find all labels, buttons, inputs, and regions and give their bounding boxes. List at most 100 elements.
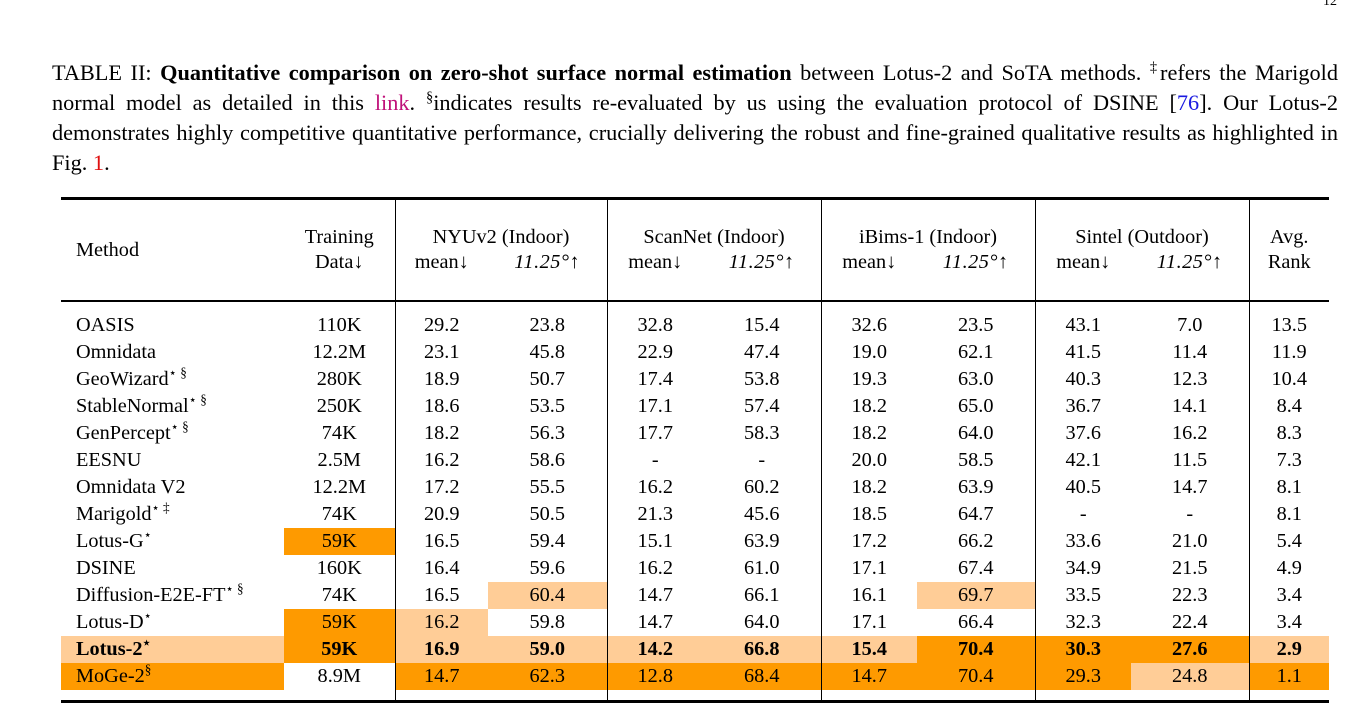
rank-cell: 4.9 (1276, 557, 1302, 579)
metric-cell: 18.6 (424, 395, 460, 417)
metric-cell: 64.7 (917, 501, 1036, 528)
metric-cell: 33.5 (1065, 584, 1102, 606)
table-row: GeoWizard⋆ § 280K 18.9 50.7 17.4 53.8 19.3 63.0… (61, 366, 1329, 393)
metric-cell: 23.1 (424, 341, 460, 363)
method-name: Omnidata V2 (76, 476, 186, 498)
rank-cell: 5.4 (1276, 530, 1302, 552)
page-number: 12 (1323, 0, 1337, 9)
metric-cell: 16.5 (424, 584, 460, 606)
metric-cell: 23.5 (917, 312, 1036, 339)
metric-cell: 16.5 (424, 530, 460, 552)
metric-cell: 45.6 (703, 501, 822, 528)
metric-cell: 14.7 (1131, 474, 1250, 501)
metric-cell: 64.0 (917, 420, 1036, 447)
figure-link[interactable]: 1 (92, 150, 105, 175)
metric-cell: 59.6 (488, 555, 608, 582)
training-data-cell: 110K (284, 312, 396, 339)
table-row: MoGe-2§ 8.9M 14.7 62.3 12.8 68.4 14.7 70.4 29.3 2… (61, 663, 1329, 690)
rank-cell: 1.1 (1249, 663, 1329, 690)
metric-cell: 16.2 (1131, 420, 1250, 447)
metric-cell: 70.4 (917, 636, 1036, 663)
metric-cell: 45.8 (488, 339, 608, 366)
metric-cell: 17.2 (851, 530, 888, 552)
metric-cell: 7.0 (1131, 312, 1250, 339)
rank-cell: 8.1 (1276, 476, 1302, 498)
metric-cell: 27.6 (1131, 636, 1250, 663)
metric-cell: 50.7 (488, 366, 608, 393)
metric-cell: 17.2 (424, 476, 460, 498)
metric-cell: 22.4 (1131, 609, 1250, 636)
metric-cell: 30.3 (1035, 636, 1131, 663)
metric-cell: 66.1 (703, 582, 822, 609)
method-name: Lotus-G (76, 530, 144, 552)
metric-cell: 60.2 (703, 474, 822, 501)
metric-cell: 17.1 (637, 395, 674, 417)
metric-cell: 14.1 (1131, 393, 1250, 420)
table-row: Marigold⋆ ‡ 74K 20.9 50.5 21.3 45.6 18.5 64.7- -… (61, 501, 1329, 528)
training-data-cell: 280K (284, 366, 396, 393)
metric-cell: 18.2 (424, 422, 460, 444)
training-data-cell: 2.5M (284, 447, 396, 474)
method-superscript: ⋆ § (170, 419, 189, 435)
dagger-mark: ‡ (1149, 59, 1161, 76)
metric-cell: 18.5 (851, 503, 888, 525)
training-data-cell: 74K (284, 420, 396, 447)
caption-text: ]. Our Lotus-2 demonstrates highly compe… (52, 90, 1338, 175)
caption-text: refers the Marigold normal model as deta… (52, 60, 1338, 115)
method-superscript: § (144, 662, 152, 678)
metric-cell: 24.8 (1131, 663, 1250, 690)
metric-cell: 18.2 (851, 422, 888, 444)
method-name: GenPercept (76, 422, 171, 444)
mean-subheader: mean↓ (1056, 251, 1111, 273)
method-superscript: ⋆ ‡ (151, 500, 170, 516)
method-superscript: ⋆ § (188, 392, 207, 408)
training-data-cell: 12.2M (284, 339, 396, 366)
metric-cell: 32.6 (851, 314, 888, 336)
method-cell: Lotus-2⋆ (61, 636, 284, 663)
metric-cell: 16.2 (637, 557, 674, 579)
metric-cell: 63.9 (703, 528, 822, 555)
method-name: Marigold (76, 503, 152, 525)
reference-link[interactable]: 76 (1176, 90, 1200, 115)
training-data-cell: 59K (284, 609, 396, 636)
metric-cell: 59.8 (488, 609, 608, 636)
metric-cell: 60.4 (488, 582, 608, 609)
metric-cell: 18.2 (851, 395, 888, 417)
metric-cell: 37.6 (1065, 422, 1102, 444)
table-row: Lotus-D⋆ 59K 16.2 59.8 14.7 64.0 17.1 66.4 32.3 2… (61, 609, 1329, 636)
method-cell: StableNormal⋆ § (61, 393, 284, 420)
method-cell: Lotus-D⋆ (61, 609, 284, 636)
training-data-cell: 59K (284, 636, 396, 663)
metric-cell: 14.2 (607, 636, 703, 663)
acc-subheader: 11.25°↑ (488, 250, 608, 275)
method-name: Diffusion-E2E-FT (76, 584, 226, 606)
training-data-cell: 12.2M (284, 474, 396, 501)
method-cell: DSINE (61, 555, 284, 582)
acc-subheader: 11.25°↑ (917, 250, 1036, 275)
metric-cell: 58.3 (703, 420, 822, 447)
metric-cell: 62.3 (488, 663, 608, 690)
table-caption: TABLE II: Quantitative comparison on zer… (52, 58, 1338, 178)
metric-cell: 43.1 (1065, 314, 1102, 336)
method-cell: Diffusion-E2E-FT⋆ § (61, 582, 284, 609)
rank-cell: 2.9 (1249, 636, 1329, 663)
method-name: OASIS (76, 314, 135, 336)
metric-cell: 15.1 (637, 530, 674, 552)
marigold-link[interactable]: link (374, 90, 410, 115)
method-cell: MoGe-2§ (61, 663, 284, 690)
metric-cell: 14.7 (821, 663, 917, 690)
metric-cell: 40.5 (1065, 476, 1102, 498)
metric-cell: 40.3 (1065, 368, 1102, 390)
method-cell: OASIS (61, 312, 284, 339)
metric-cell: 21.5 (1131, 555, 1250, 582)
metric-cell: 14.7 (395, 663, 488, 690)
metric-cell: 63.9 (917, 474, 1036, 501)
metric-cell: 19.3 (851, 368, 888, 390)
method-name: DSINE (76, 557, 136, 579)
metric-cell: 14.7 (637, 611, 674, 633)
acc-subheader: 11.25°↑ (703, 250, 822, 275)
metric-cell: 16.2 (395, 609, 488, 636)
metric-cell: 20.0 (851, 449, 888, 471)
metric-cell: 12.8 (607, 663, 703, 690)
table-row: DSINE 160K 16.4 59.6 16.2 61.0 17.1 67.4 34.9 21.… (61, 555, 1329, 582)
